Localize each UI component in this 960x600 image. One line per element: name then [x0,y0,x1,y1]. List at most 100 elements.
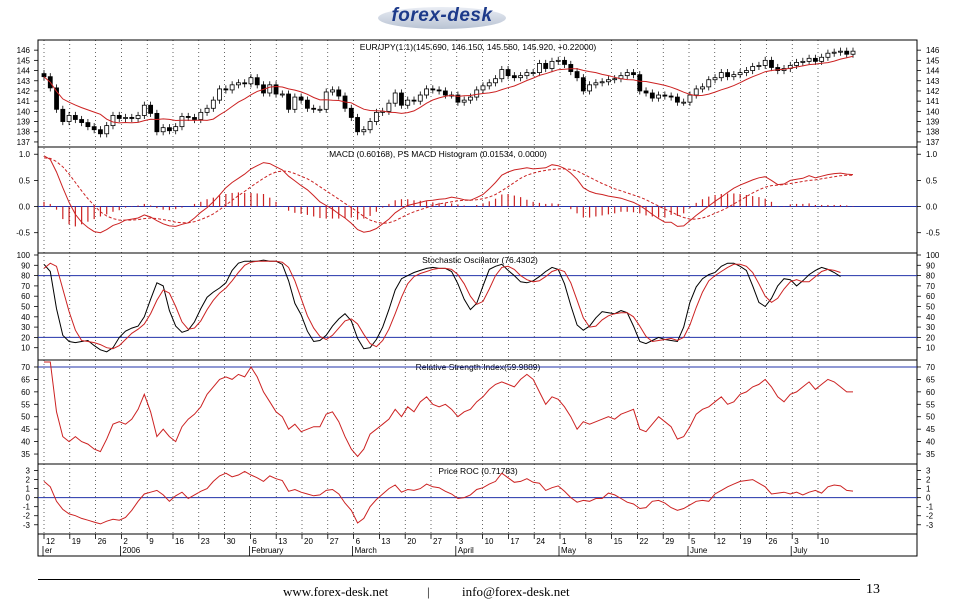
y-tick-label-left: 60 [21,388,30,397]
candle-body [123,117,128,119]
y-tick-label-left: 143 [17,77,31,86]
y-tick-label-right: 10 [926,344,935,353]
candle-body [236,82,241,86]
x-day-label: 24 [536,537,545,546]
candle-body [411,99,417,102]
candle-body [198,111,204,120]
x-month-label: February [251,546,283,555]
candle-body [424,88,429,96]
y-tick-label-left: 145 [17,56,31,65]
x-day-label: 27 [433,537,442,546]
candle-body [794,61,799,66]
y-tick-label-right: 144 [926,67,940,76]
candle-body [737,72,743,76]
footer-website[interactable]: www.forex-desk.net [283,584,389,599]
candle-body [468,96,473,101]
y-tick-label-right: -1 [926,503,934,512]
x-day-label: 29 [665,537,674,546]
candle-body [511,75,517,79]
candle-body [179,116,185,128]
candle-body [98,129,103,135]
stochastic-pct-k-line [43,259,841,353]
candle-body [568,64,574,72]
candle-body [292,96,298,110]
footer-separator: | [427,584,430,599]
y-tick-label-right: 142 [926,87,940,96]
candle-body [750,66,756,71]
candle-body [167,127,172,132]
footer-email[interactable]: info@forex-desk.net [462,584,570,599]
candle-body [800,60,806,63]
candle-body [524,72,530,77]
candle-body [355,117,360,133]
x-day-label: 19 [743,537,752,546]
candle-body [637,74,643,92]
candle-body [141,104,147,116]
y-tick-label-left: 40 [21,438,30,447]
y-tick-label-right: -3 [926,521,934,530]
candle-body [72,115,78,120]
y-tick-label-right: 1.0 [926,150,938,159]
candle-body [480,85,486,91]
candle-body [631,72,636,76]
candle-body [267,84,273,94]
candle-body [756,65,762,67]
y-tick-label-right: 90 [926,261,935,270]
stochastic-pct-d-line [43,260,841,350]
page-footer: www.forex-desk.net | info@forex-desk.net… [0,582,960,600]
candle-body [373,111,379,122]
candle-body [537,63,542,73]
candle-body [323,91,329,110]
x-day-label: 6 [252,537,257,546]
y-tick-label-left: 0.0 [19,203,31,212]
candle-body [116,115,122,119]
y-tick-label-left: 55 [21,400,30,409]
candle-body [273,84,279,95]
candle-body [336,89,342,97]
candle-body [298,96,304,101]
candle-body [806,57,812,62]
y-tick-label-left: 1 [26,485,31,494]
candle-body [555,59,561,62]
candle-body [304,99,310,109]
x-day-label: 5 [691,537,696,546]
y-tick-label-left: 30 [21,323,30,332]
candle-body [210,99,216,109]
y-tick-label-right: 137 [926,138,940,147]
x-day-label: 3 [459,537,464,546]
candle-body [675,96,680,103]
y-tick-label-left: 146 [17,46,31,55]
y-tick-label-right: 0.0 [926,203,938,212]
moving-average-line [43,55,854,124]
x-day-label: 16 [175,537,184,546]
candle-body [700,86,705,90]
y-tick-label-right: -2 [926,512,934,521]
x-month-label: April [458,546,474,555]
y-tick-label-right: 0.5 [926,176,938,185]
y-tick-label-right: 0 [926,494,931,503]
candle-body [812,57,818,62]
candle-body [725,72,730,78]
candle-body [361,129,367,133]
candle-body [850,50,856,55]
candle-body [831,51,837,54]
candle-body [687,94,693,103]
x-month-label: July [793,546,807,555]
candle-body [405,99,411,106]
candle-body [624,72,630,77]
x-day-label: 2 [123,537,128,546]
y-tick-label-left: 0 [26,494,31,503]
candle-body [330,89,335,93]
y-tick-label-right: 100 [926,251,940,260]
y-tick-label-left: 1.0 [19,150,31,159]
y-tick-label-left: -3 [23,521,31,530]
y-tick-label-right: 35 [926,450,935,459]
candle-body [587,84,593,92]
y-tick-label-left: 65 [21,375,30,384]
candle-body [254,77,260,86]
candle-body [762,59,768,66]
candle-body [606,79,611,83]
y-tick-label-left: 35 [21,450,30,459]
candle-body [148,104,154,114]
x-day-label: 23 [201,537,210,546]
